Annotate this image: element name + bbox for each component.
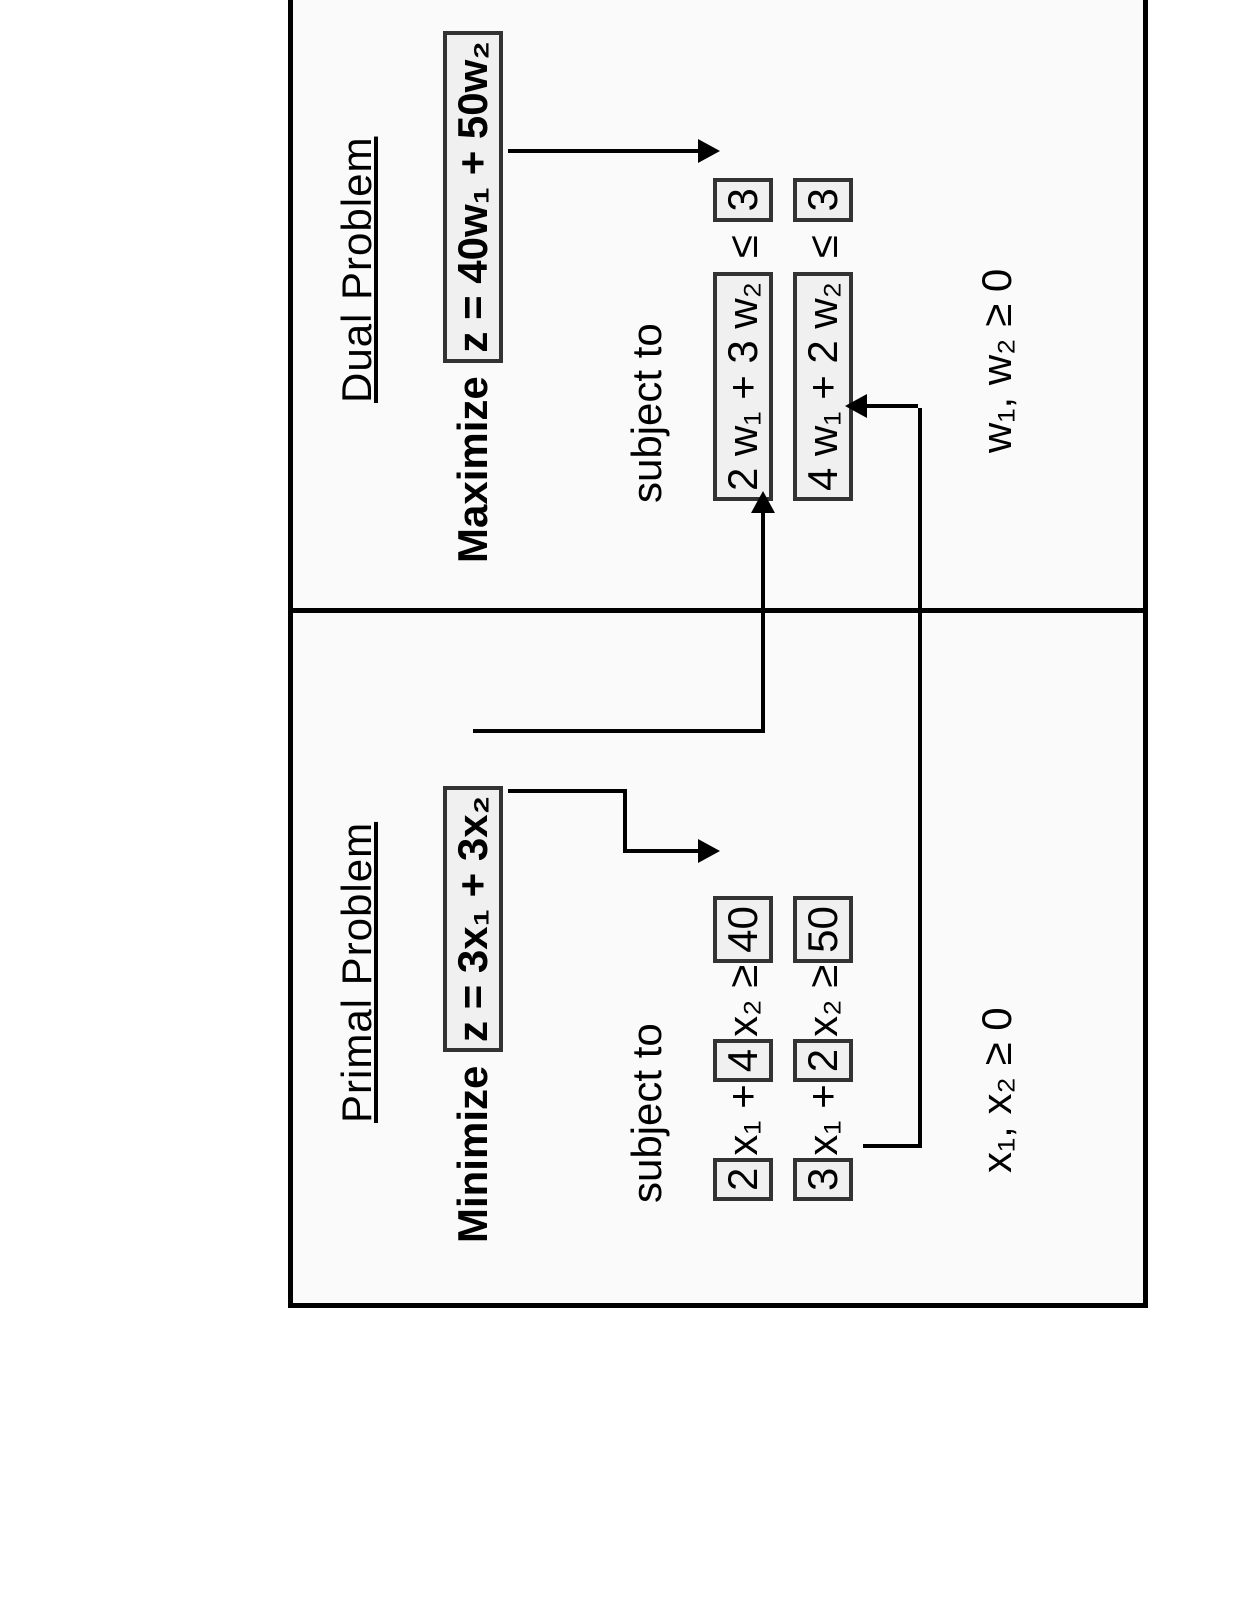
primal-c1-rhs: x₂ ≥ xyxy=(719,965,766,1037)
dual-objective: Maximize z = 40w₁ + 50w₂ xyxy=(443,29,503,563)
arrow-seg xyxy=(508,149,703,153)
primal-c2-b: 2 xyxy=(793,1039,853,1082)
dual-obj-label: Maximize xyxy=(449,376,496,563)
arrowhead-icon xyxy=(751,491,775,513)
primal-c1: 2x₁ +4x₂ ≥40 xyxy=(713,894,773,1203)
arrow-seg xyxy=(473,729,763,733)
arrow-seg xyxy=(918,408,922,1148)
center-divider xyxy=(293,608,1148,613)
primal-objective: Minimize z = 3x₁ + 3x₂ xyxy=(443,784,503,1243)
dual-c1: 2 w₁ + 3 w₂ ≤ 3 xyxy=(713,176,773,503)
arrowhead-icon xyxy=(698,139,720,163)
arrow-seg xyxy=(508,789,623,793)
arrow-seg xyxy=(863,404,918,408)
arrow-seg xyxy=(623,789,627,853)
dual-c1-val: 3 xyxy=(713,178,773,221)
primal-obj-label: Minimize xyxy=(449,1066,496,1243)
arrow-seg xyxy=(761,508,765,733)
arrowhead-icon xyxy=(845,394,867,418)
dual-nonneg: w₁, w₂ ≥ 0 xyxy=(973,269,1021,453)
primal-obj-expr: z = 3x₁ + 3x₂ xyxy=(443,786,503,1052)
dual-c2-rel: ≤ xyxy=(799,235,846,258)
primal-c2-val: 50 xyxy=(793,896,853,963)
dual-obj-expr: z = 40w₁ + 50w₂ xyxy=(443,31,503,363)
primal-c2: 3x₁ +2x₂ ≥50 xyxy=(793,894,853,1203)
dual-c2-val: 3 xyxy=(793,178,853,221)
primal-title: Primal Problem xyxy=(333,822,381,1123)
primal-c1-a: 2 xyxy=(713,1158,773,1201)
primal-c2-rhs: x₂ ≥ xyxy=(799,965,846,1037)
primal-c1-b: 4 xyxy=(713,1039,773,1082)
arrowhead-icon xyxy=(698,839,720,863)
primal-subject-to: subject to xyxy=(623,1023,671,1203)
primal-c2-mid: x₁ + xyxy=(799,1084,846,1155)
dual-title: Dual Problem xyxy=(333,137,381,403)
arrow-seg xyxy=(863,1144,918,1148)
primal-nonneg: x₁, x₂ ≥ 0 xyxy=(973,1007,1021,1173)
figure-frame: Primal Problem Minimize z = 3x₁ + 3x₂ su… xyxy=(288,0,1148,1308)
primal-c1-val: 40 xyxy=(713,896,773,963)
dual-c1-rel: ≤ xyxy=(719,235,766,258)
dual-subject-to: subject to xyxy=(623,323,671,503)
primal-c1-mid: x₁ + xyxy=(719,1084,766,1155)
primal-c2-a: 3 xyxy=(793,1158,853,1201)
dual-c2-expr: 4 w₁ + 2 w₂ xyxy=(793,272,853,501)
dual-c1-expr: 2 w₁ + 3 w₂ xyxy=(713,272,773,501)
arrow-seg xyxy=(623,849,703,853)
dual-c2: 4 w₁ + 2 w₂ ≤ 3 xyxy=(793,176,853,503)
